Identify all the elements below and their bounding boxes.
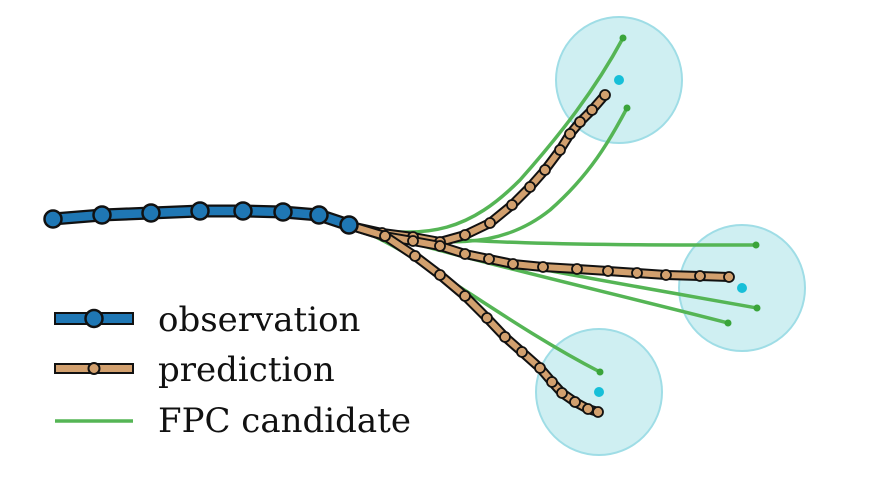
observation-point <box>94 207 111 224</box>
observation-point <box>192 203 209 220</box>
legend-fpc-candidate: FPC candidate <box>55 401 411 441</box>
candidate-line-6 <box>355 227 600 372</box>
prediction-point <box>593 407 603 417</box>
prediction-point <box>603 266 613 276</box>
candidate-end-5 <box>725 320 732 327</box>
legend-prediction-marker <box>89 363 100 374</box>
prediction-point <box>600 90 610 100</box>
prediction-point <box>460 291 470 301</box>
prediction-point <box>408 236 418 246</box>
prediction-point <box>632 268 642 278</box>
observation-trajectory <box>45 203 358 234</box>
prediction-point <box>538 262 548 272</box>
prediction-point <box>380 231 390 241</box>
prediction-point <box>482 313 492 323</box>
prediction-point <box>547 377 557 387</box>
candidate-end-4 <box>754 305 761 312</box>
prediction-point <box>435 241 445 251</box>
observation-point <box>235 203 252 220</box>
prediction-point <box>661 270 671 280</box>
prediction-point <box>460 230 470 240</box>
prediction-point <box>508 259 518 269</box>
legend-observation-label: observation <box>158 300 360 340</box>
observation-point <box>45 211 62 228</box>
prediction-point <box>565 129 575 139</box>
legend-fpc-candidate-label: FPC candidate <box>158 401 411 441</box>
prediction-point <box>535 363 545 373</box>
prediction-point <box>555 145 565 155</box>
prediction-point <box>517 347 527 357</box>
observation-point <box>341 217 358 234</box>
goal-center-top <box>614 75 624 85</box>
prediction-point <box>724 272 734 282</box>
legend: observation prediction FPC candidate <box>55 300 411 441</box>
prediction-point <box>500 332 510 342</box>
legend-prediction: prediction <box>55 350 335 390</box>
prediction-point <box>525 182 535 192</box>
prediction-point <box>570 397 580 407</box>
prediction-point <box>435 270 445 280</box>
goal-center-bottom <box>594 387 604 397</box>
prediction-point <box>460 249 470 259</box>
observation-point <box>275 204 292 221</box>
legend-observation: observation <box>55 300 360 340</box>
prediction-point <box>575 117 585 127</box>
observation-point <box>311 207 328 224</box>
prediction-point <box>583 404 593 414</box>
candidate-end-1 <box>620 35 627 42</box>
prediction-point <box>557 388 567 398</box>
goal-center-right <box>737 283 747 293</box>
candidate-end-6 <box>597 369 604 376</box>
prediction-point <box>410 251 420 261</box>
prediction-point <box>507 200 517 210</box>
prediction-point <box>540 165 550 175</box>
prediction-point <box>484 254 494 264</box>
predictions <box>355 90 734 417</box>
prediction-point <box>695 271 705 281</box>
candidate-end-2 <box>624 105 631 112</box>
prediction-point <box>485 218 495 228</box>
prediction-point <box>572 264 582 274</box>
observation-point <box>143 205 160 222</box>
legend-observation-marker <box>86 310 103 327</box>
goal-regions <box>536 17 805 455</box>
prediction-point <box>587 105 597 115</box>
candidate-end-3 <box>753 242 760 249</box>
legend-prediction-label: prediction <box>158 350 335 390</box>
